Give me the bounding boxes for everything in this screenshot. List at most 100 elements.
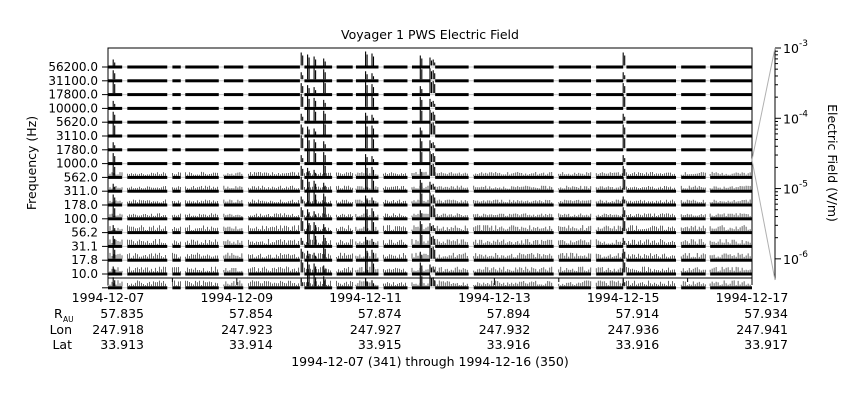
- channel-trace: [626, 286, 677, 290]
- channel-trace: [411, 231, 430, 235]
- burst-spike: [371, 125, 375, 135]
- ephemeris-labels: R AU Lon Lat: [50, 306, 74, 352]
- noise-fringe: [336, 252, 353, 259]
- burst-spike: [365, 71, 368, 80]
- noise-fringe: [383, 239, 406, 245]
- y-tick-label: 56200.0: [48, 60, 98, 74]
- noise-fringe: [626, 186, 675, 190]
- burst-spike: [622, 176, 626, 190]
- noise-fringe: [127, 213, 166, 218]
- channel-trace: [681, 65, 706, 69]
- channel-trace: [411, 93, 430, 97]
- electric-field-axis: 10-310-410-510-6: [774, 39, 808, 280]
- channel-trace: [558, 258, 591, 262]
- channel-trace: [473, 189, 554, 193]
- burst-spike: [313, 263, 317, 273]
- channel-trace: [248, 79, 300, 83]
- burst-spike: [323, 110, 326, 121]
- channel-trace: [172, 93, 181, 97]
- burst-spike: [371, 136, 375, 149]
- burst-spike: [432, 277, 436, 287]
- channel-trace: [710, 148, 752, 152]
- burst-spike: [313, 180, 317, 190]
- burst-spike: [432, 100, 436, 107]
- noise-fringe: [107, 226, 123, 232]
- channel-trace: [626, 106, 677, 110]
- burst-spike: [365, 164, 368, 176]
- channel-trace: [411, 65, 430, 69]
- noise-fringe: [172, 200, 181, 204]
- channel-trace: [411, 203, 430, 207]
- burst-spike: [307, 95, 310, 107]
- channel-trace: [411, 120, 430, 124]
- noise-fringe: [709, 225, 751, 232]
- channel-trace: [223, 258, 244, 262]
- channel-trace: [710, 231, 752, 235]
- burst-spike: [419, 66, 423, 80]
- noise-fringe: [248, 239, 299, 245]
- y2-tick-label: 10: [783, 111, 799, 126]
- y-tick-label: 1000.0: [56, 157, 98, 171]
- noise-fringe: [473, 266, 553, 273]
- channel-trace: [558, 203, 591, 207]
- y2-tick-exponent: -3: [799, 39, 808, 49]
- channel-trace: [336, 93, 353, 97]
- noise-fringe: [127, 252, 166, 259]
- burst-spike: [313, 108, 317, 121]
- channel-trace: [355, 286, 379, 290]
- burst-spike: [300, 237, 304, 245]
- burst-spike: [300, 207, 304, 218]
- ephem-value-lon: 247.918: [92, 322, 144, 337]
- channel-trace: [355, 120, 379, 124]
- channel-trace: [473, 120, 554, 124]
- channel-trace: [108, 65, 123, 69]
- burst-spike: [432, 205, 436, 218]
- burst-spike: [112, 235, 116, 245]
- burst-spike: [300, 83, 304, 94]
- noise-fringe: [127, 199, 166, 204]
- channel-trace: [596, 93, 624, 97]
- channel-trace: [185, 203, 219, 207]
- burst-spike: [365, 236, 368, 245]
- ephem-value-lon: 247.923: [221, 322, 273, 337]
- noise-fringe: [680, 225, 706, 232]
- burst-spike: [419, 210, 423, 218]
- ephem-value-r: 57.874: [358, 306, 402, 321]
- channel-trace: [710, 175, 752, 179]
- noise-fringe: [304, 239, 331, 245]
- channel-trace: [185, 231, 219, 235]
- burst-spike: [429, 57, 433, 66]
- channel-trace: [336, 203, 353, 207]
- channel-trace: [411, 189, 430, 193]
- noise-fringe: [185, 252, 218, 259]
- channel-trace: [596, 106, 624, 110]
- noise-fringe: [107, 186, 123, 190]
- channel-trace: [108, 258, 123, 262]
- channel-trace: [336, 65, 353, 69]
- channel-trace: [626, 272, 677, 276]
- channel-trace: [681, 148, 706, 152]
- burst-spike: [432, 194, 436, 204]
- channel-trace: [435, 189, 469, 193]
- channel-trace: [127, 120, 168, 124]
- burst-spike: [419, 262, 423, 273]
- burst-spike: [112, 194, 116, 204]
- channel-trace: [596, 217, 624, 221]
- channel-trace: [108, 189, 123, 193]
- noise-fringe: [473, 225, 553, 232]
- channel-trace: [108, 272, 123, 276]
- channel-trace: [248, 244, 300, 248]
- noise-fringe: [434, 239, 468, 245]
- burst-spike: [323, 265, 326, 273]
- burst-spike: [419, 273, 423, 287]
- burst-spike: [307, 178, 310, 190]
- channel-trace: [248, 120, 300, 124]
- noise-fringe: [383, 186, 406, 190]
- burst-spike: [323, 224, 326, 232]
- burst-spike: [112, 142, 116, 149]
- channel-trace: [626, 217, 677, 221]
- y-tick-label: 10000.0: [48, 101, 98, 115]
- noise-fringe: [383, 282, 406, 287]
- burst-spike: [371, 156, 375, 163]
- burst-spike: [432, 142, 436, 149]
